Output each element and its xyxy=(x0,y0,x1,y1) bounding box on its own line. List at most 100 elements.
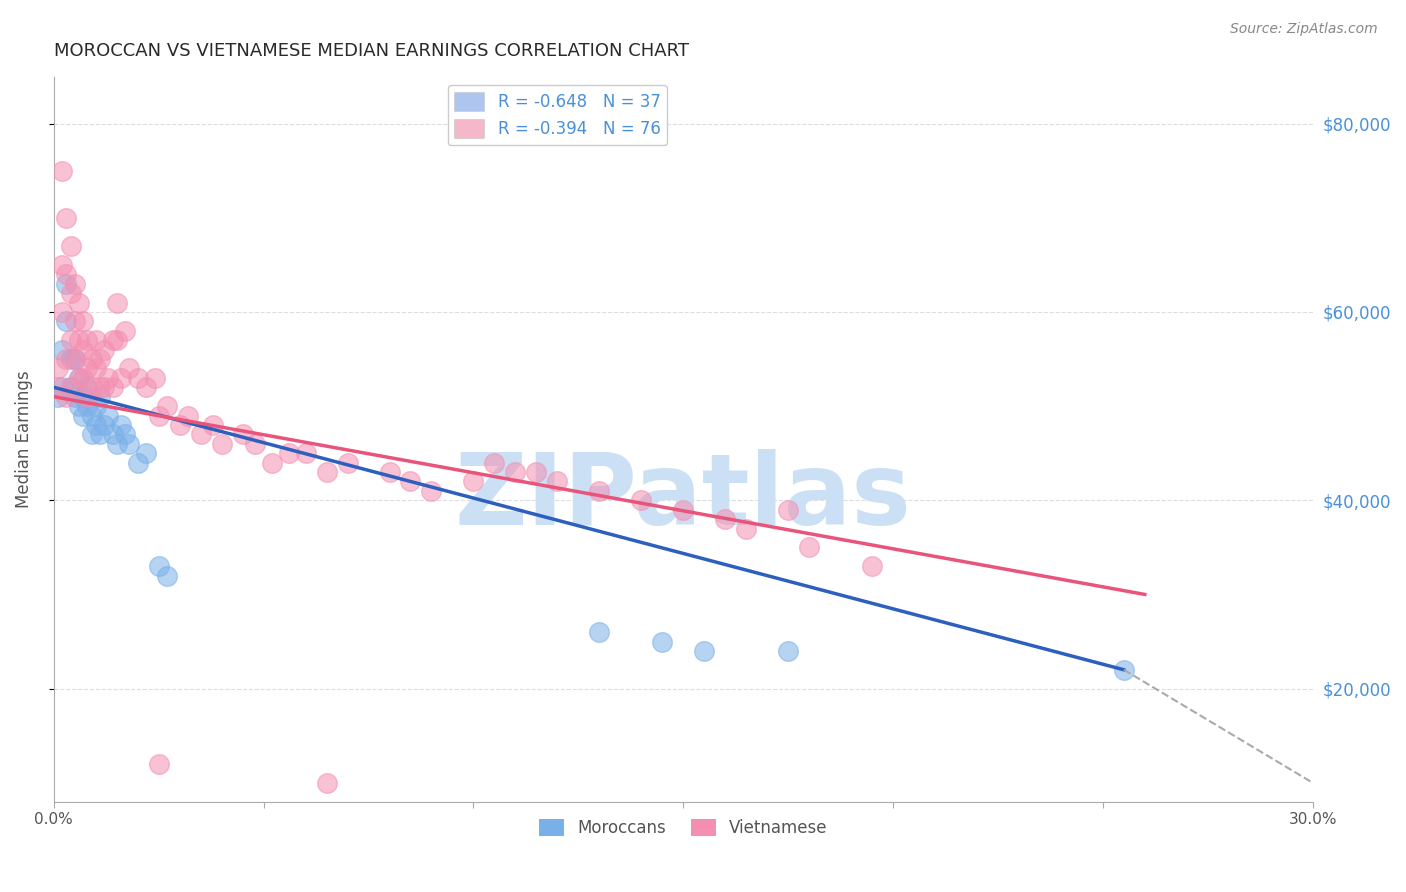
Vietnamese xyxy=(420,483,443,498)
Vietnamese xyxy=(72,343,94,357)
Vietnamese xyxy=(315,465,337,479)
Vietnamese xyxy=(148,756,170,771)
Moroccans xyxy=(156,568,179,582)
Vietnamese xyxy=(672,502,695,516)
Moroccans xyxy=(80,409,103,423)
Moroccans xyxy=(114,427,136,442)
Moroccans xyxy=(76,399,98,413)
Vietnamese xyxy=(114,324,136,338)
Vietnamese xyxy=(277,446,299,460)
Vietnamese xyxy=(59,333,82,347)
Moroccans xyxy=(51,380,73,394)
Vietnamese xyxy=(315,776,337,790)
Moroccans xyxy=(588,625,610,640)
Vietnamese xyxy=(93,343,115,357)
Vietnamese xyxy=(630,493,652,508)
Moroccans xyxy=(110,417,132,432)
Moroccans xyxy=(72,390,94,404)
Text: MOROCCAN VS VIETNAMESE MEDIAN EARNINGS CORRELATION CHART: MOROCCAN VS VIETNAMESE MEDIAN EARNINGS C… xyxy=(53,42,689,60)
Vietnamese xyxy=(63,314,86,328)
Vietnamese xyxy=(524,465,547,479)
Vietnamese xyxy=(245,437,267,451)
Moroccans xyxy=(1112,663,1135,677)
Vietnamese xyxy=(67,295,90,310)
Vietnamese xyxy=(546,475,568,489)
Vietnamese xyxy=(55,268,77,282)
Vietnamese xyxy=(735,522,758,536)
Moroccans xyxy=(148,559,170,574)
Vietnamese xyxy=(72,371,94,385)
Vietnamese xyxy=(463,475,485,489)
Vietnamese xyxy=(505,465,527,479)
Moroccans xyxy=(93,417,115,432)
Vietnamese xyxy=(135,380,157,394)
Vietnamese xyxy=(105,333,128,347)
Vietnamese xyxy=(484,456,506,470)
Moroccans xyxy=(89,390,111,404)
Vietnamese xyxy=(67,333,90,347)
Moroccans xyxy=(778,644,800,658)
Vietnamese xyxy=(51,258,73,272)
Moroccans xyxy=(118,437,141,451)
Vietnamese xyxy=(101,380,124,394)
Vietnamese xyxy=(177,409,200,423)
Vietnamese xyxy=(46,361,69,376)
Vietnamese xyxy=(55,352,77,367)
Moroccans xyxy=(105,437,128,451)
Moroccans xyxy=(76,380,98,394)
Vietnamese xyxy=(76,390,98,404)
Vietnamese xyxy=(588,483,610,498)
Moroccans xyxy=(55,277,77,291)
Vietnamese xyxy=(46,380,69,394)
Moroccans xyxy=(89,427,111,442)
Vietnamese xyxy=(294,446,316,460)
Text: Source: ZipAtlas.com: Source: ZipAtlas.com xyxy=(1230,22,1378,37)
Moroccans xyxy=(97,409,120,423)
Vietnamese xyxy=(93,380,115,394)
Moroccans xyxy=(80,427,103,442)
Moroccans xyxy=(127,456,149,470)
Vietnamese xyxy=(378,465,401,479)
Vietnamese xyxy=(97,371,120,385)
Vietnamese xyxy=(59,380,82,394)
Vietnamese xyxy=(89,352,111,367)
Vietnamese xyxy=(143,371,166,385)
Vietnamese xyxy=(80,352,103,367)
Text: ZIPatlas: ZIPatlas xyxy=(454,449,911,546)
Moroccans xyxy=(72,409,94,423)
Vietnamese xyxy=(156,399,179,413)
Vietnamese xyxy=(76,333,98,347)
Moroccans xyxy=(651,634,673,648)
Vietnamese xyxy=(63,352,86,367)
Moroccans xyxy=(67,371,90,385)
Vietnamese xyxy=(76,361,98,376)
Vietnamese xyxy=(51,163,73,178)
Vietnamese xyxy=(105,295,128,310)
Vietnamese xyxy=(84,333,107,347)
Moroccans xyxy=(63,390,86,404)
Vietnamese xyxy=(59,239,82,253)
Vietnamese xyxy=(148,409,170,423)
Vietnamese xyxy=(80,380,103,394)
Vietnamese xyxy=(110,371,132,385)
Vietnamese xyxy=(51,305,73,319)
Vietnamese xyxy=(202,417,225,432)
Vietnamese xyxy=(127,371,149,385)
Vietnamese xyxy=(101,333,124,347)
Moroccans xyxy=(84,417,107,432)
Moroccans xyxy=(84,399,107,413)
Moroccans xyxy=(135,446,157,460)
Moroccans xyxy=(59,352,82,367)
Vietnamese xyxy=(260,456,283,470)
Y-axis label: Median Earnings: Median Earnings xyxy=(15,370,32,508)
Vietnamese xyxy=(860,559,883,574)
Vietnamese xyxy=(714,512,737,526)
Vietnamese xyxy=(59,286,82,301)
Vietnamese xyxy=(63,277,86,291)
Legend: Moroccans, Vietnamese: Moroccans, Vietnamese xyxy=(531,813,834,844)
Vietnamese xyxy=(232,427,254,442)
Vietnamese xyxy=(67,371,90,385)
Moroccans xyxy=(51,343,73,357)
Moroccans xyxy=(693,644,716,658)
Vietnamese xyxy=(399,475,422,489)
